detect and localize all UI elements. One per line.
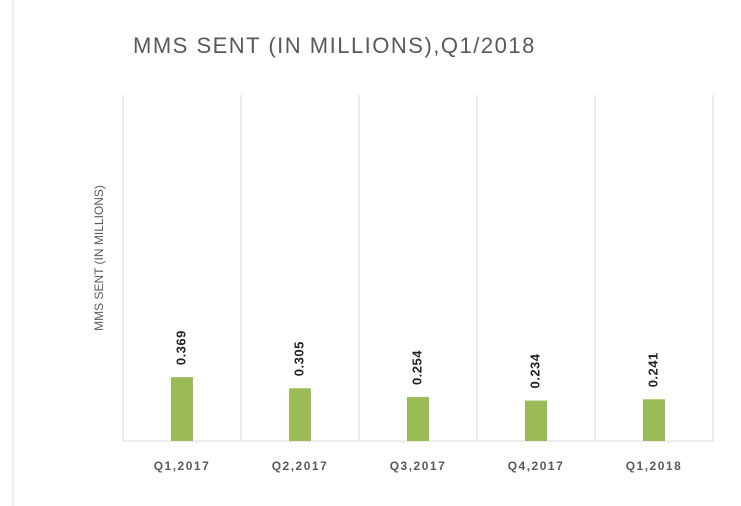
value-label: 0.369 [173, 330, 188, 365]
x-tick-label: Q1,2017 [154, 459, 211, 473]
chart-title: MMS SENT (IN MILLIONS),Q1/2018 [133, 33, 536, 58]
value-label: 0.305 [291, 341, 306, 376]
bar [525, 400, 547, 441]
bar [289, 388, 311, 441]
x-tick-label: Q4,2017 [508, 459, 565, 473]
value-label: 0.254 [409, 350, 424, 385]
x-tick-label: Q2,2017 [272, 459, 329, 473]
bar [407, 397, 429, 441]
value-label: 0.241 [645, 352, 660, 387]
y-axis-label: MMS SENT (IN MILLIONS) [92, 185, 106, 331]
bar [643, 399, 665, 441]
x-tick-label: Q3,2017 [390, 459, 447, 473]
x-tick-label: Q1,2018 [626, 459, 683, 473]
bar [171, 377, 193, 441]
value-label: 0.234 [527, 353, 542, 388]
